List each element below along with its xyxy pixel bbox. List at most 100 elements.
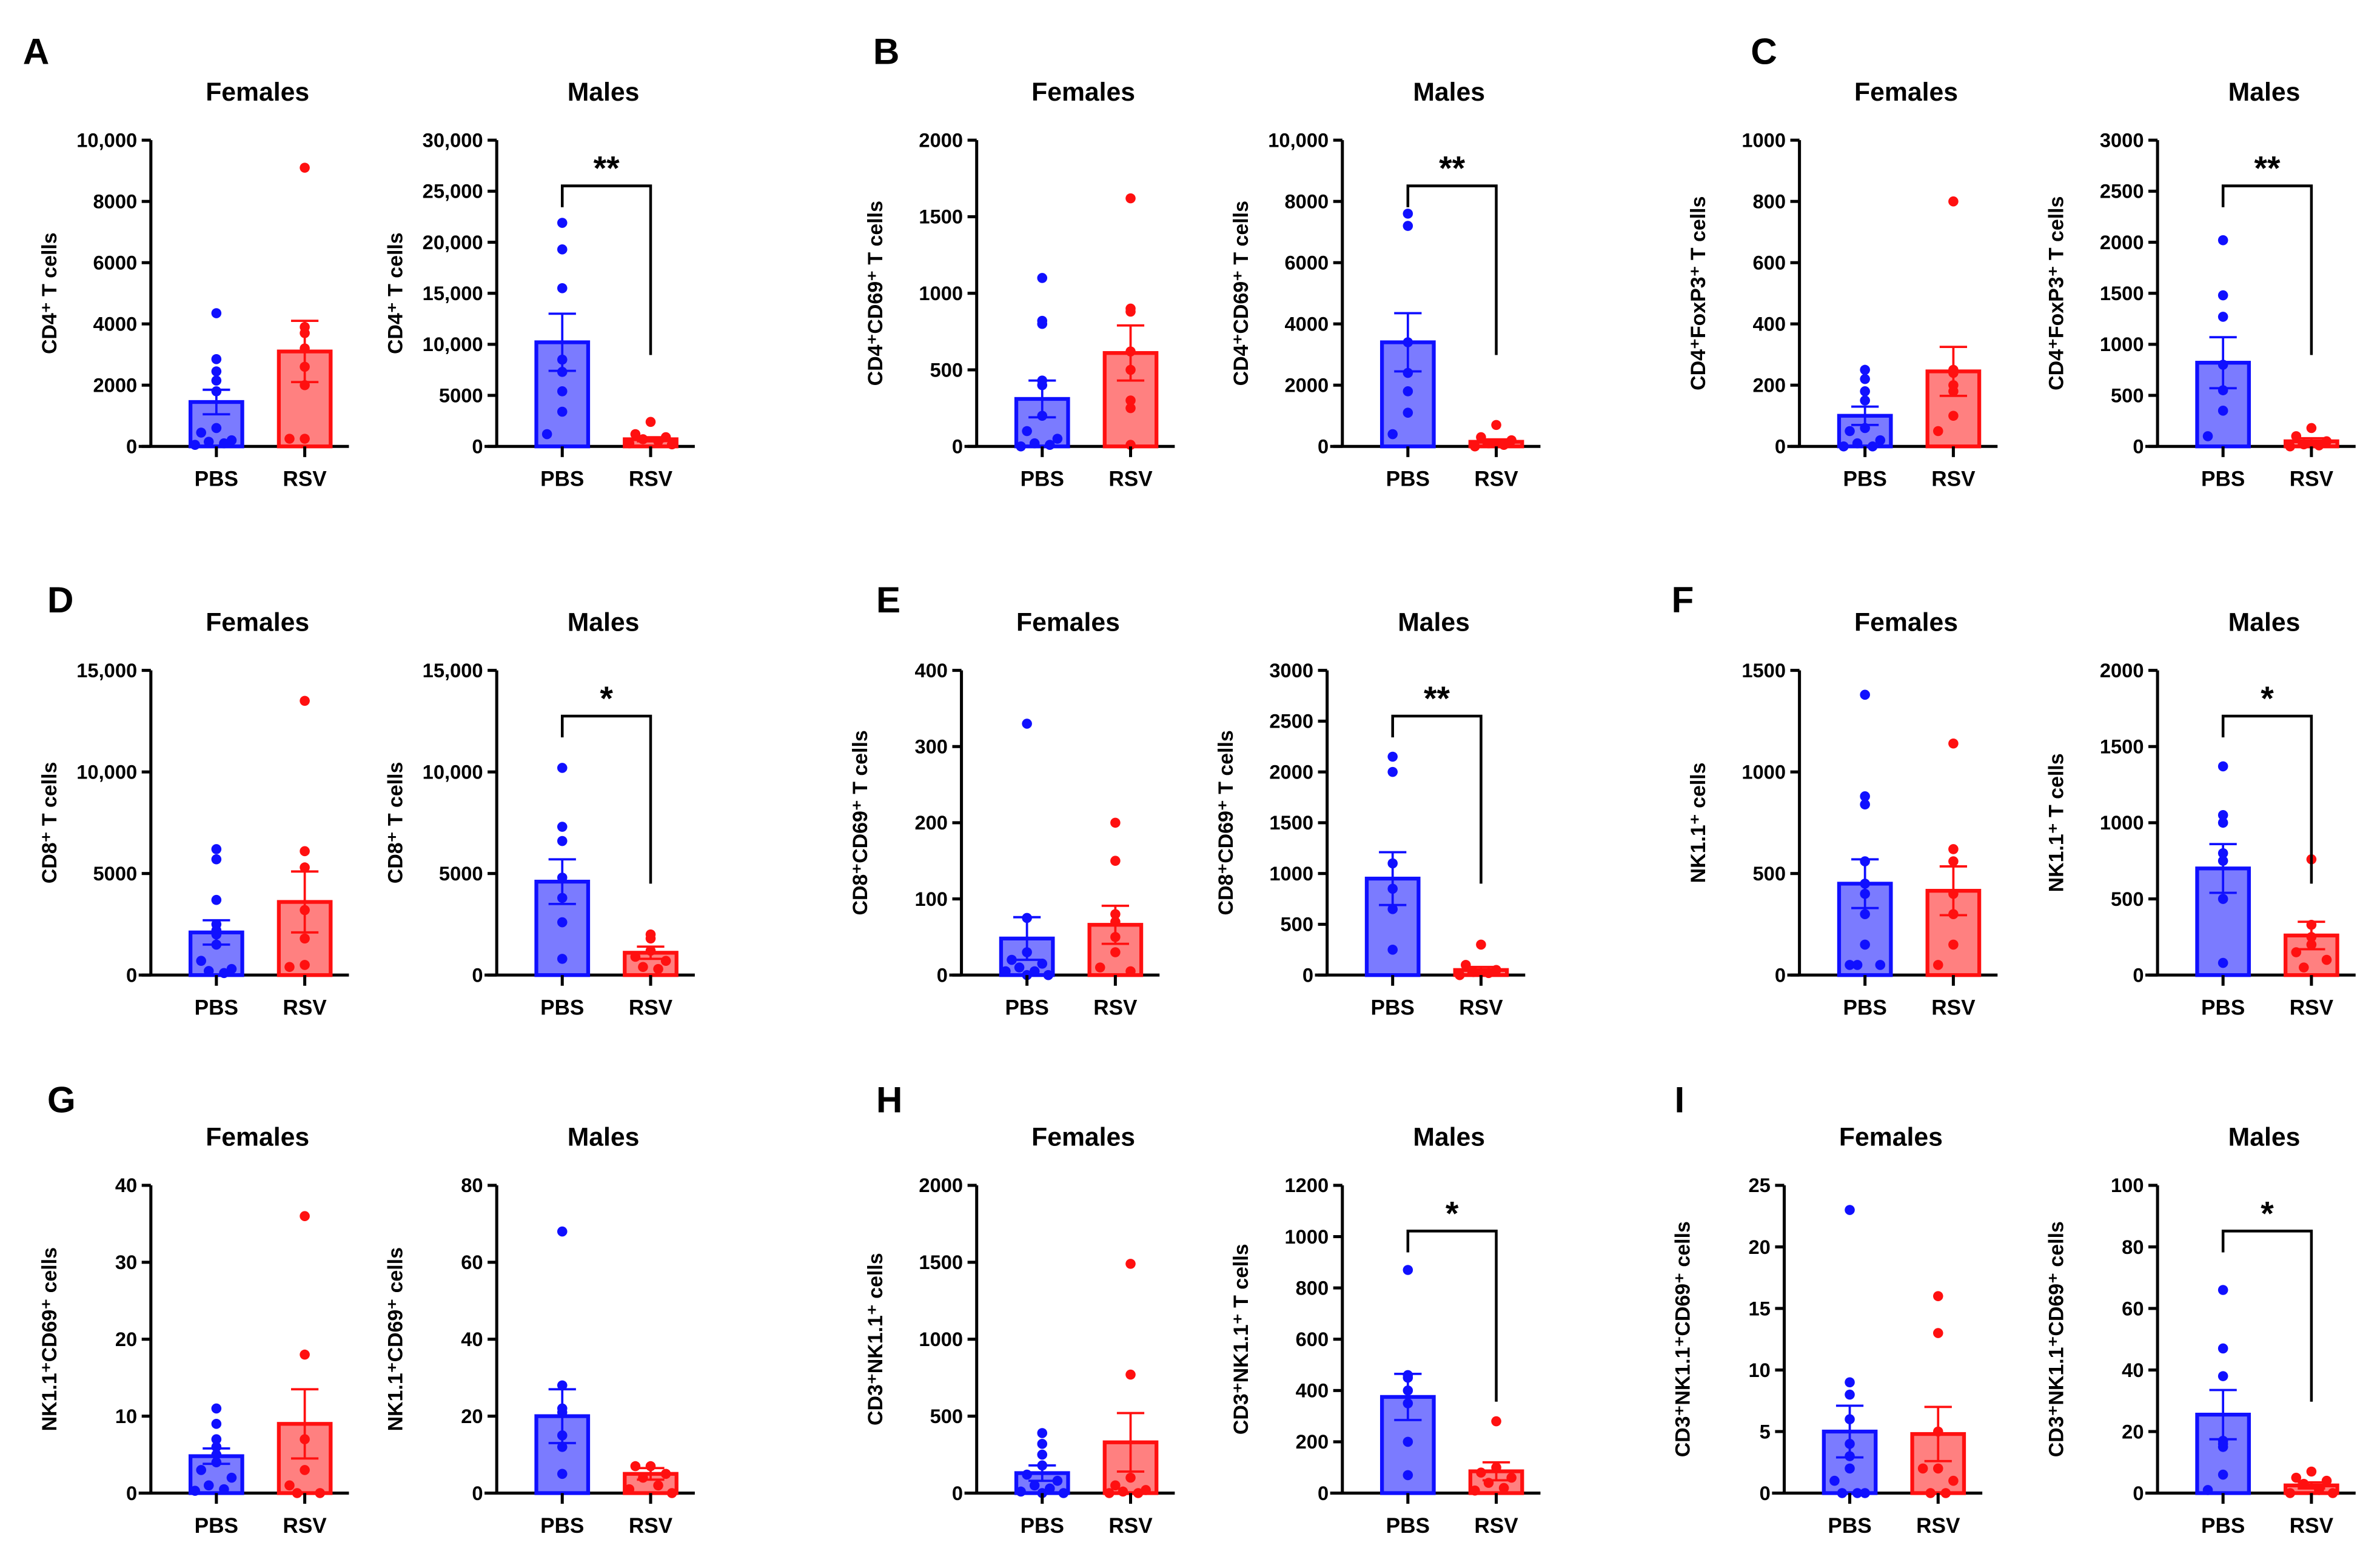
x-tick-label: PBS — [1843, 996, 1887, 1020]
data-point — [1852, 960, 1863, 970]
data-point — [211, 386, 222, 397]
data-point — [1476, 432, 1486, 443]
data-point — [1387, 883, 1398, 894]
data-point — [557, 244, 568, 255]
series-rsv — [277, 695, 333, 977]
y-tick-label: 3000 — [2100, 129, 2144, 151]
data-point — [1483, 968, 1494, 979]
data-point — [1948, 1475, 1959, 1486]
y-axis-label: CD8⁺CD69⁺ T cells — [1215, 730, 1238, 915]
data-point — [557, 893, 568, 903]
x-tick-label: RSV — [283, 1514, 327, 1538]
data-point — [1125, 395, 1136, 406]
data-point — [300, 862, 310, 873]
y-tick-label: 30,000 — [423, 129, 483, 151]
y-tick-label: 3000 — [1269, 659, 1313, 682]
data-point — [1948, 738, 1959, 749]
y-tick-label: 500 — [930, 358, 964, 381]
data-point — [1845, 1463, 1855, 1474]
series-rsv — [623, 417, 679, 450]
panel-letter: H — [876, 1079, 903, 1120]
chart-females: Females NK1.1⁺CD69⁺ cells 0 10 20 30 40 PBS RSV — [38, 1123, 349, 1538]
data-point — [300, 328, 310, 338]
data-point — [1948, 844, 1959, 854]
data-point — [190, 440, 200, 451]
data-point — [666, 1488, 677, 1498]
data-point — [2217, 1285, 2228, 1295]
data-point — [2217, 761, 2228, 772]
data-point — [1387, 766, 1398, 777]
y-axis-label: CD4⁺FoxP3⁺ T cells — [1687, 196, 1710, 390]
data-point — [660, 1469, 671, 1479]
series-rsv — [2284, 1466, 2339, 1498]
data-point — [1476, 1467, 1486, 1478]
series-pbs — [188, 308, 244, 451]
chart-title: Females — [1031, 1123, 1135, 1152]
data-point — [300, 162, 310, 173]
chart-title: Males — [1413, 1123, 1485, 1152]
y-tick-label: 2000 — [919, 129, 963, 151]
data-point — [1860, 791, 1870, 802]
data-point — [300, 905, 310, 916]
series-pbs — [188, 1403, 244, 1496]
data-point — [284, 1480, 295, 1491]
data-point — [1839, 441, 1849, 452]
y-tick-label: 1000 — [1285, 1225, 1329, 1248]
data-point — [1133, 1488, 1144, 1498]
data-point — [2321, 954, 2332, 965]
data-point — [630, 1461, 641, 1472]
y-axis-label: CD4⁺CD69⁺ T cells — [1230, 201, 1253, 386]
chart-title: Females — [206, 78, 309, 107]
y-tick-label: 1200 — [1285, 1174, 1329, 1196]
x-tick-label: RSV — [1108, 1514, 1153, 1538]
data-point — [1403, 1436, 1413, 1447]
significance-bracket: ** — [1391, 680, 1483, 884]
data-point — [557, 873, 568, 883]
data-point — [660, 956, 671, 966]
data-point — [2306, 919, 2317, 930]
x-tick-label: PBS — [1005, 996, 1048, 1020]
significance-bracket: * — [2221, 1194, 2313, 1402]
data-point — [2217, 894, 2228, 904]
y-axis-label: CD4⁺ T cells — [38, 232, 61, 354]
data-point — [196, 956, 207, 966]
data-point — [1470, 1485, 1480, 1496]
data-point — [226, 1472, 237, 1483]
y-tick-label: 10 — [1749, 1359, 1771, 1381]
data-point — [1125, 193, 1136, 204]
data-point — [211, 1419, 222, 1429]
y-tick-label: 1000 — [1741, 760, 1786, 783]
series-rsv — [623, 1461, 679, 1498]
x-tick-label: PBS — [1828, 1514, 1871, 1538]
series-pbs — [188, 844, 244, 979]
series-pbs — [2195, 235, 2251, 449]
x-tick-label: RSV — [1474, 1514, 1518, 1538]
y-tick-label: 20 — [2122, 1420, 2144, 1442]
data-point — [1022, 426, 1032, 437]
data-point — [557, 1407, 568, 1418]
series-pbs — [1014, 273, 1070, 452]
data-point — [1043, 970, 1054, 980]
y-tick-label: 2000 — [919, 1174, 963, 1196]
chart-males: Males NK1.1⁺ T cells 0 500 1000 1500 2000 PBS RS… — [2045, 608, 2356, 1020]
x-tick-label: PBS — [1386, 467, 1430, 491]
y-tick-label: 0 — [126, 963, 137, 986]
data-point — [1860, 395, 1870, 406]
data-point — [1014, 962, 1025, 973]
y-tick-label: 10,000 — [1268, 129, 1329, 151]
y-tick-label: 6000 — [1285, 252, 1329, 274]
y-tick-label: 5000 — [439, 862, 483, 885]
y-tick-label: 60 — [461, 1251, 483, 1273]
x-tick-label: RSV — [283, 996, 327, 1020]
data-point — [1845, 1439, 1855, 1449]
y-tick-label: 10,000 — [76, 129, 137, 151]
data-point — [1110, 916, 1121, 927]
x-tick-label: RSV — [1931, 996, 1976, 1020]
series-rsv — [1468, 1416, 1524, 1496]
y-tick-label: 2500 — [2100, 180, 2144, 203]
chart-title: Females — [1031, 78, 1135, 107]
data-point — [2217, 848, 2228, 859]
data-point — [1403, 1398, 1413, 1409]
y-tick-label: 1500 — [2100, 735, 2144, 758]
bracket-line — [2221, 1230, 2313, 1402]
